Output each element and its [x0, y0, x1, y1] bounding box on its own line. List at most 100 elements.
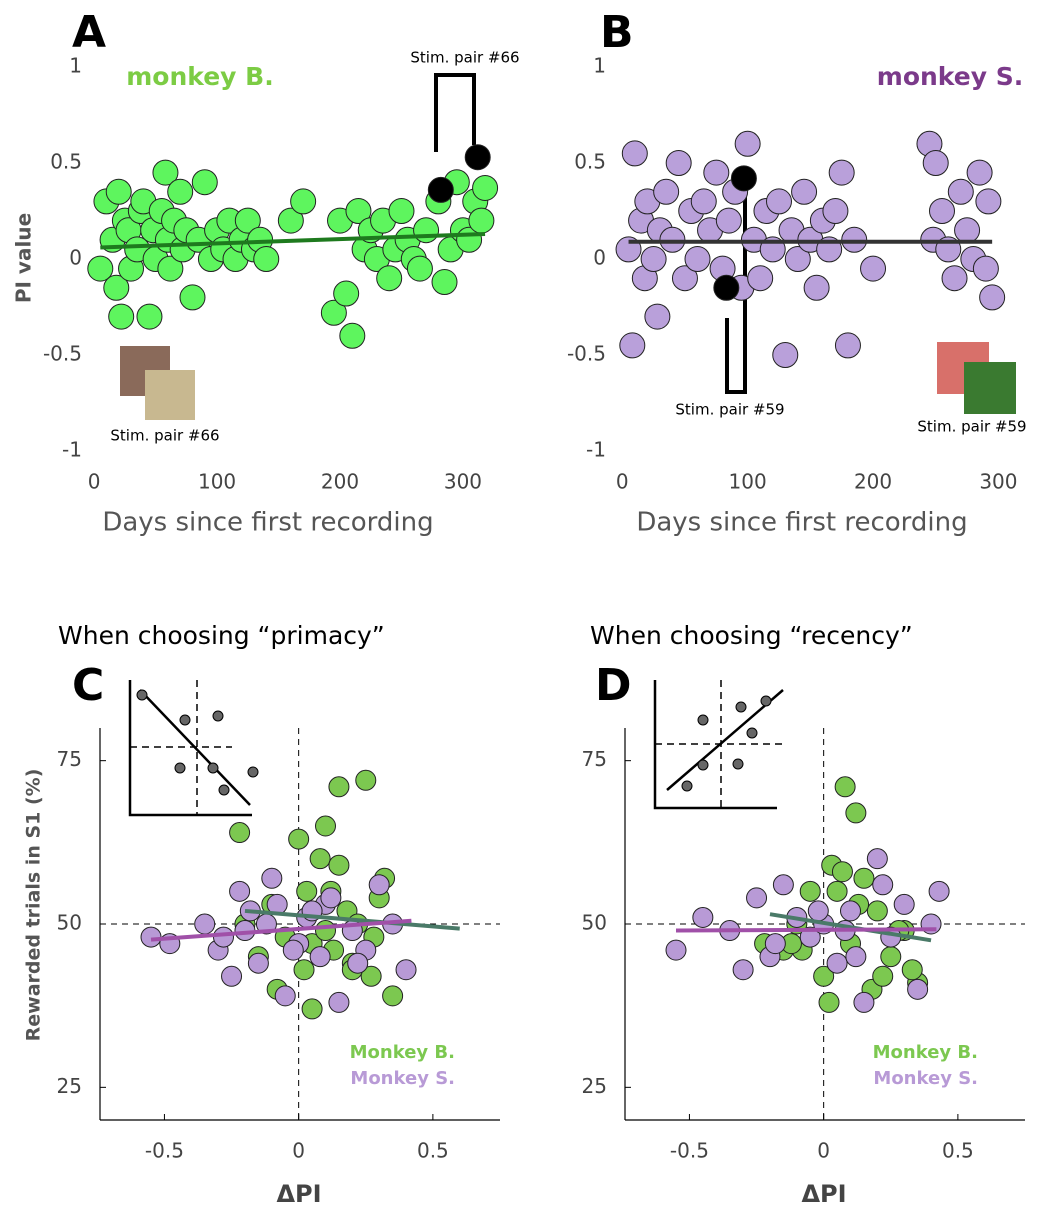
point [923, 151, 948, 176]
x-tick-label: 100 [198, 470, 236, 494]
annotation: Stim. pair #66 [410, 49, 519, 67]
point [773, 875, 793, 895]
point [735, 131, 760, 156]
point [622, 141, 647, 166]
y-tick-label: 1 [69, 54, 82, 78]
point [841, 901, 861, 921]
x-tick-label: 0 [817, 1139, 830, 1163]
point [222, 966, 242, 986]
fit-line [676, 929, 936, 930]
point [693, 907, 713, 927]
panel-label: D [595, 660, 632, 711]
point [973, 256, 998, 281]
point [230, 881, 250, 901]
annotation: Stim. pair #59 [675, 401, 784, 419]
point [641, 247, 666, 272]
point [407, 256, 432, 281]
point [827, 953, 847, 973]
point [800, 881, 820, 901]
point [685, 247, 710, 272]
point [340, 323, 365, 348]
x-tick-label: 200 [321, 470, 359, 494]
point [731, 166, 756, 191]
point [691, 189, 716, 214]
x-axis-title: ΔPI [801, 1180, 846, 1208]
point [294, 960, 314, 980]
point [469, 208, 494, 233]
y-tick-label: 75 [582, 747, 607, 771]
point [854, 992, 874, 1012]
point [283, 940, 303, 960]
point [823, 199, 848, 224]
y-tick-label: -1 [62, 438, 82, 462]
point [832, 862, 852, 882]
point [316, 816, 336, 836]
point [873, 966, 893, 986]
point [846, 947, 866, 967]
point [137, 304, 162, 329]
point [289, 829, 309, 849]
point [356, 770, 376, 790]
point [141, 927, 161, 947]
x-tick-label: 0 [88, 470, 101, 494]
point [942, 266, 967, 291]
y-tick-label: 0 [593, 246, 606, 270]
y-tick-label: 0.5 [574, 150, 606, 174]
point [248, 953, 268, 973]
point [180, 285, 205, 310]
point [432, 270, 457, 295]
point [334, 281, 359, 306]
figure: A B C D When choosing “primacy” When cho… [0, 0, 1046, 1209]
point [976, 189, 1001, 214]
point [383, 986, 403, 1006]
point [867, 849, 887, 869]
point [645, 304, 670, 329]
y-tick-label: 50 [582, 911, 607, 935]
x-axis-title: Days since first recording [102, 508, 433, 538]
point [473, 175, 498, 200]
point [804, 275, 829, 300]
point [980, 285, 1005, 310]
point [733, 960, 753, 980]
x-tick-label: 0.5 [942, 1139, 974, 1163]
point [666, 940, 686, 960]
point [827, 881, 847, 901]
point [396, 960, 416, 980]
point [254, 247, 279, 272]
point [329, 855, 349, 875]
legend-label: Monkey B. [873, 1042, 978, 1063]
y-tick-label: 0 [69, 246, 82, 270]
point [835, 777, 855, 797]
point [195, 914, 215, 934]
point [192, 170, 217, 195]
panel-title: When choosing “primacy” [58, 621, 385, 650]
legend-label: Monkey B. [350, 1042, 455, 1063]
panel-label: C [72, 660, 104, 711]
x-tick-label: 100 [729, 470, 767, 494]
point [929, 199, 954, 224]
point [348, 953, 368, 973]
x-axis-title: ΔPI [276, 1180, 321, 1208]
point [716, 208, 741, 233]
point [967, 160, 992, 185]
point [620, 333, 645, 358]
point [291, 189, 316, 214]
x-tick-label: 0 [616, 470, 629, 494]
point [310, 947, 330, 967]
point [109, 304, 134, 329]
point [414, 218, 439, 243]
legend-label: monkey S. [877, 62, 1023, 91]
y-tick-label: -0.5 [43, 342, 82, 366]
x-tick-label: 300 [979, 470, 1017, 494]
point [302, 999, 322, 1019]
point [765, 934, 785, 954]
point [747, 888, 767, 908]
point [846, 803, 866, 823]
y-tick-label: 1 [593, 54, 606, 78]
point [230, 823, 250, 843]
point [861, 256, 886, 281]
point [389, 199, 414, 224]
annotation: Stim. pair #66 [110, 427, 219, 445]
point [792, 179, 817, 204]
point [819, 992, 839, 1012]
